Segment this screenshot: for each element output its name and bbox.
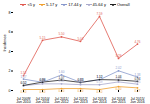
svg-text:Jul 2014/Jun 2015: Jul 2014/Jun 2015 xyxy=(111,97,125,104)
svg-text:0.10: 0.10 xyxy=(40,90,46,94)
svg-text:0.20: 0.20 xyxy=(78,89,84,93)
svg-text:0.20: 0.20 xyxy=(59,89,65,93)
svg-text:4.76: 4.76 xyxy=(135,40,141,44)
svg-text:0.83: 0.83 xyxy=(78,78,84,82)
svg-text:5.15: 5.15 xyxy=(40,36,46,40)
svg-text:2: 2 xyxy=(9,69,11,73)
svg-text:7.59: 7.59 xyxy=(97,12,103,16)
svg-text:3.29: 3.29 xyxy=(116,54,122,58)
svg-text:Incidence: Incidence xyxy=(2,34,7,52)
svg-text:0: 0 xyxy=(9,89,11,93)
svg-text:Jul 2013/Jun 2014: Jul 2013/Jun 2014 xyxy=(92,97,106,104)
svg-text:1.07: 1.07 xyxy=(59,76,65,80)
svg-text:1.52: 1.52 xyxy=(20,71,27,76)
svg-text:0.86: 0.86 xyxy=(40,78,46,82)
svg-text:0.52: 0.52 xyxy=(21,81,27,85)
html-text:Overall: Overall xyxy=(116,1,130,7)
svg-text:5.50: 5.50 xyxy=(59,32,65,36)
html-text:45-64 y: 45-64 y xyxy=(92,1,106,7)
svg-text:1.17: 1.17 xyxy=(21,75,27,79)
svg-text:0.83: 0.83 xyxy=(78,78,84,82)
svg-text:Jul 2009/Jun 2010: Jul 2009/Jun 2010 xyxy=(16,97,30,104)
html-text:<5 y: <5 y xyxy=(27,1,36,7)
svg-text:0.60: 0.60 xyxy=(77,80,84,85)
svg-text:Jul 2015/Jun 2016: Jul 2015/Jun 2016 xyxy=(130,97,144,104)
svg-text:0.84: 0.84 xyxy=(40,78,46,82)
svg-text:6: 6 xyxy=(9,30,11,34)
svg-text:Jul 2012/Jun 2013: Jul 2012/Jun 2013 xyxy=(73,97,87,104)
svg-text:1.12: 1.12 xyxy=(97,75,103,79)
svg-text:0.94: 0.94 xyxy=(135,77,141,81)
svg-text:0.68: 0.68 xyxy=(59,79,65,83)
svg-text:1.10: 1.10 xyxy=(97,75,103,79)
svg-text:0.10: 0.10 xyxy=(21,90,27,94)
svg-text:5.04: 5.04 xyxy=(78,37,84,41)
html-text:17-44 y: 17-44 y xyxy=(68,1,82,7)
svg-text:1.38: 1.38 xyxy=(134,72,141,77)
svg-text:2.02: 2.02 xyxy=(116,66,122,70)
svg-text:8: 8 xyxy=(9,11,11,15)
html-text:5-17 y: 5-17 y xyxy=(46,1,58,7)
svg-text:0.59: 0.59 xyxy=(97,80,103,84)
svg-text:4: 4 xyxy=(9,50,11,54)
svg-text:1.60: 1.60 xyxy=(59,70,65,74)
svg-text:0.27: 0.27 xyxy=(135,88,141,92)
svg-text:Jul 2010/Jun 2011: Jul 2010/Jun 2011 xyxy=(35,97,49,104)
svg-text:Jul 2011/Jun 2012: Jul 2011/Jun 2012 xyxy=(54,97,68,104)
svg-text:0.40: 0.40 xyxy=(116,87,122,91)
svg-text:0.10: 0.10 xyxy=(97,90,103,94)
svg-text:1.08: 1.08 xyxy=(116,75,122,79)
svg-text:0.65: 0.65 xyxy=(134,79,141,84)
svg-text:0.50: 0.50 xyxy=(21,81,27,85)
